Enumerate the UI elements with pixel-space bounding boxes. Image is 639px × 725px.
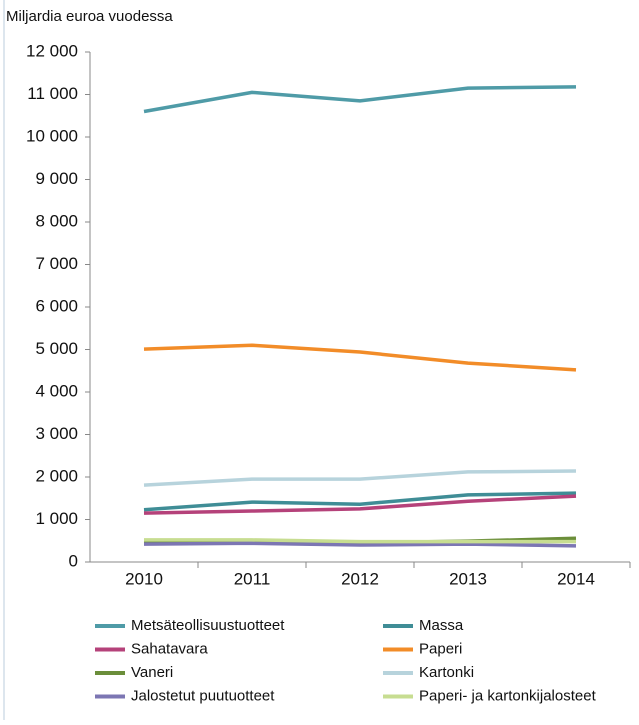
series-line: [144, 538, 576, 544]
y-tick-label: 12 000: [26, 41, 78, 60]
y-tick-label: 6 000: [35, 296, 78, 315]
y-tick-label: 10 000: [26, 126, 78, 145]
y-tick-label: 4 000: [35, 381, 78, 400]
legend-label: Massa: [419, 617, 464, 634]
y-tick-label: 8 000: [35, 211, 78, 230]
legend-label: Vaneri: [131, 664, 173, 681]
y-tick-label: 1 000: [35, 509, 78, 528]
x-tick-label: 2013: [449, 569, 487, 588]
legend-label: Jalostetut puutuotteet: [131, 687, 275, 704]
legend-label: Kartonki: [419, 664, 474, 681]
y-tick-label: 11 000: [27, 84, 78, 103]
x-tick-label: 2010: [125, 569, 163, 588]
y-tick-label: 0: [69, 551, 78, 570]
series-line: [143, 491, 577, 512]
y-tick-label: 3 000: [35, 424, 78, 443]
series-line: [143, 469, 577, 487]
x-tick-label: 2011: [234, 569, 271, 588]
y-tick-label: 7 000: [35, 254, 78, 273]
series-line: [143, 343, 577, 372]
legend-label: Metsäteollisuustuotteet: [131, 617, 285, 634]
x-tick-label: 2014: [557, 569, 595, 588]
series-line: [143, 85, 577, 114]
series-line: [143, 541, 577, 548]
legend-label: Paperi- ja kartonkijalosteet: [419, 687, 597, 704]
y-tick-label: 5 000: [35, 339, 78, 358]
legend-label: Paperi: [419, 640, 462, 657]
y-tick-label: 2 000: [35, 466, 78, 485]
chart-title: Miljardia euroa vuodessa: [6, 8, 173, 25]
x-tick-label: 2012: [341, 569, 379, 588]
legend-label: Sahatavara: [131, 640, 208, 657]
y-tick-label: 9 000: [35, 169, 78, 188]
series-line: [143, 494, 577, 515]
